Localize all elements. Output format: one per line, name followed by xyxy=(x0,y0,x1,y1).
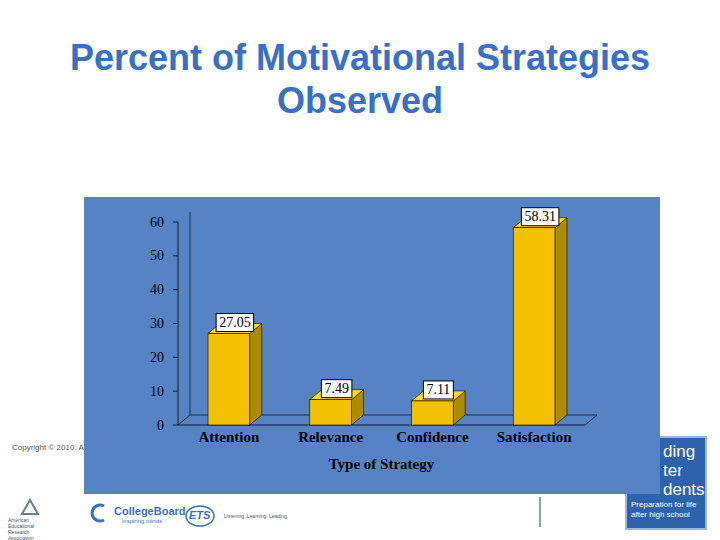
data-labels: 27.05 7.49 7.11 58.31 xyxy=(216,208,559,399)
y-tick-label: 50 xyxy=(150,248,164,263)
logo-ets: ETS xyxy=(189,509,210,521)
x-tick-label: Attention xyxy=(198,429,259,445)
y-tick xyxy=(173,391,178,392)
bar xyxy=(208,333,250,425)
y-tick-label: 10 xyxy=(150,384,164,399)
bar-side xyxy=(250,323,262,425)
bar xyxy=(513,228,555,425)
data-label-text: 7.11 xyxy=(426,382,450,397)
y-tick xyxy=(173,255,178,256)
y-tick xyxy=(173,323,178,324)
logo-collegeboard-tag: inspiring minds xyxy=(122,518,162,524)
bar-side xyxy=(555,218,567,425)
x-tick-label: Relevance xyxy=(298,429,363,445)
data-label-text: 7.49 xyxy=(324,381,349,396)
data-label-text: 58.31 xyxy=(524,209,556,224)
floor-depth-edge xyxy=(585,415,597,425)
x-tick-label: Satisfaction xyxy=(497,429,573,445)
data-label: 7.11 xyxy=(423,381,453,399)
slide-title: Percent of Motivational Strategies Obser… xyxy=(40,36,680,122)
collegeboard-icon xyxy=(92,505,104,521)
logo-aera: American Educational Research Associatio… xyxy=(8,517,56,540)
logo-collegeboard: CollegeBoard xyxy=(114,505,186,517)
y-tick xyxy=(173,222,178,223)
slide: {"chart_data": {"type": "bar", "title": … xyxy=(0,0,720,540)
data-label-box xyxy=(321,380,352,398)
badge-line: ding xyxy=(663,442,695,462)
chart: 0 10 20 30 40 50 60 27.05 7.49 7.11 58.31 Attention… xyxy=(84,197,660,494)
bar xyxy=(412,401,454,425)
y-tick-label: 30 xyxy=(150,316,164,331)
floor-depth-edge xyxy=(178,415,190,425)
data-label-text: 27.05 xyxy=(219,315,251,330)
x-tick-label: Confidence xyxy=(396,429,469,445)
y-tick xyxy=(173,357,178,358)
y-tick-label: 0 xyxy=(157,418,164,433)
back-wall-edge xyxy=(190,212,191,415)
data-label-box xyxy=(521,208,559,226)
y-tick xyxy=(173,425,178,426)
data-label: 58.31 xyxy=(521,208,559,226)
chart-background xyxy=(84,197,660,494)
y-tick xyxy=(173,289,178,290)
y-tick-label: 20 xyxy=(150,350,164,365)
ets-icon xyxy=(186,506,214,526)
aera-icon xyxy=(22,500,38,514)
copyright: Copyright © 2010. A xyxy=(12,443,84,452)
footer-divider xyxy=(539,497,541,527)
data-label: 7.49 xyxy=(321,380,352,398)
logo-ets-tag: Listening. Learning. Leading. xyxy=(224,513,288,519)
data-label-box xyxy=(423,381,453,399)
data-label-box xyxy=(216,313,254,331)
data-label: 27.05 xyxy=(216,313,254,331)
badge-line: ter xyxy=(663,461,683,481)
badge-line: dents xyxy=(663,480,705,500)
y-tick-label: 60 xyxy=(150,215,164,230)
x-axis-title: Type of Strategy xyxy=(329,456,435,472)
bars xyxy=(208,218,567,425)
bar xyxy=(310,400,352,425)
y-tick-label: 40 xyxy=(150,282,164,297)
badge-tagline: Preparation for life after high school xyxy=(631,500,705,520)
